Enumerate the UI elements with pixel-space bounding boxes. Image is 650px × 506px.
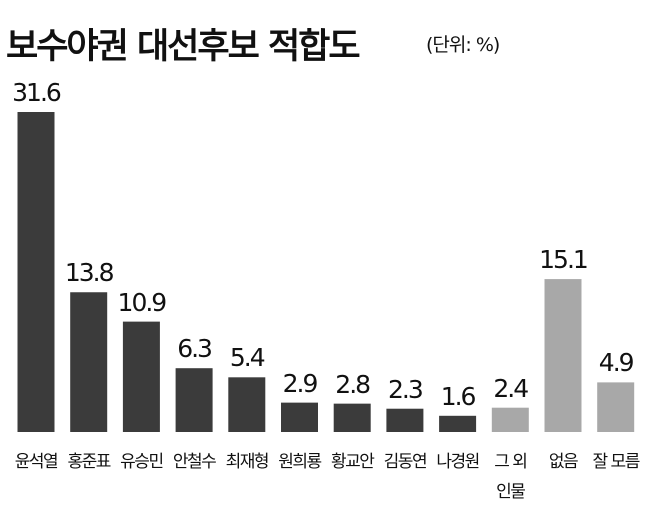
- value-label: 10.9: [117, 287, 168, 317]
- bar: [70, 292, 108, 432]
- x-tick-label: 최재형: [225, 452, 270, 472]
- x-tick-label: 유승민: [120, 452, 164, 472]
- bar: [439, 415, 477, 432]
- chart-title: 보수야권 대선후보 적합도: [6, 27, 361, 67]
- x-tick-label: 그 외 인물: [494, 452, 528, 502]
- value-label: 2.3: [388, 374, 424, 404]
- bar: [228, 377, 266, 432]
- x-tick-label: 없음: [548, 452, 579, 472]
- x-tick-label: 윤석열: [14, 452, 59, 472]
- bar: [122, 321, 160, 432]
- x-tick-label: 홍준표: [67, 452, 111, 472]
- x-tick-label: 원희룡: [278, 452, 322, 472]
- value-label: 2.4: [493, 373, 529, 403]
- value-label: 4.9: [598, 348, 635, 378]
- value-label: 13.8: [64, 258, 115, 288]
- x-tick-label: 안철수: [172, 452, 217, 472]
- bar: [17, 112, 55, 432]
- x-tick-label: 황교안: [330, 452, 375, 472]
- bar: [281, 402, 318, 432]
- bar: [386, 408, 424, 432]
- bar: [333, 403, 371, 432]
- value-label: 1.6: [440, 381, 477, 411]
- bar: [491, 407, 529, 432]
- x-tick-label: 잘 모름: [592, 452, 641, 472]
- value-label: 6.3: [177, 334, 213, 364]
- x-tick-label: 나경원: [436, 452, 480, 472]
- value-label: 5.4: [229, 343, 266, 373]
- chart-subtitle: (단위: %): [426, 34, 500, 56]
- value-label: 31.6: [12, 78, 62, 107]
- x-tick-label: 김동연: [383, 452, 428, 472]
- bar: [597, 382, 635, 432]
- bar: [544, 279, 582, 432]
- value-label: 2.8: [335, 369, 371, 399]
- value-label: 2.9: [282, 368, 319, 398]
- value-label: 15.1: [539, 245, 589, 275]
- bar: [175, 368, 213, 432]
